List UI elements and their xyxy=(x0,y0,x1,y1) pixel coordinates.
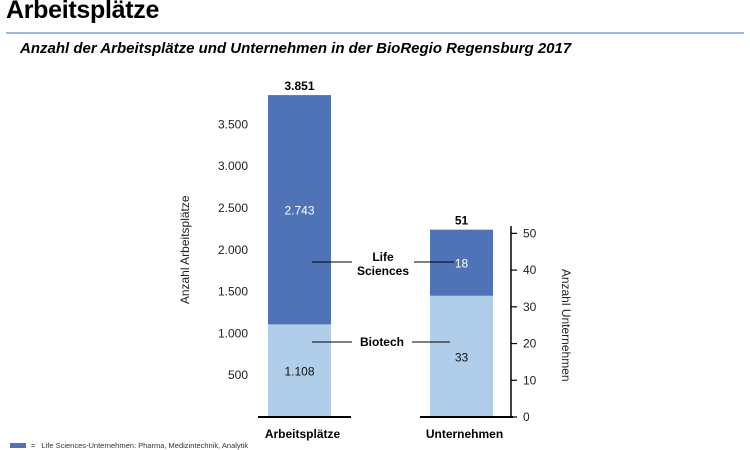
segment-value-label-biotech: 1.108 xyxy=(284,365,314,379)
legend-text: Life Sciences-Unternehmen: Pharma, Mediz… xyxy=(41,440,249,450)
bar-segment-life-sciences xyxy=(430,229,493,296)
heading-divider xyxy=(6,32,744,34)
left-axis-tick-label: 3.500 xyxy=(218,117,248,131)
right-axis-tick-label: 30 xyxy=(523,300,537,314)
left-axis-tick-label: 1.000 xyxy=(218,326,248,340)
series-label-life-sciences: Sciences xyxy=(357,264,409,278)
category-label: Unternehmen xyxy=(426,427,503,441)
left-axis-tick-label: 2.000 xyxy=(218,243,248,257)
bar-segment-life-sciences xyxy=(268,95,331,325)
left-axis-title: Anzahl Arbeitsplätze xyxy=(178,195,192,304)
right-axis-title: Anzahl Unternehmen xyxy=(559,269,573,382)
legend-marker: = xyxy=(31,440,36,450)
series-label-biotech: Biotech xyxy=(360,335,404,349)
left-axis-tick-label: 1.500 xyxy=(218,285,248,299)
segment-value-label-life-sciences: 18 xyxy=(455,257,469,271)
series-label-life-sciences: Life xyxy=(372,250,394,264)
left-axis-tick-label: 500 xyxy=(228,368,248,382)
right-axis-tick-label: 50 xyxy=(523,226,537,240)
right-axis-tick-label: 40 xyxy=(523,263,537,277)
category-label: Arbeitsplätze xyxy=(265,427,341,441)
legend: = Life Sciences-Unternehmen: Pharma, Med… xyxy=(10,440,248,450)
segment-value-label-biotech: 33 xyxy=(455,350,469,364)
bar-total-label: 51 xyxy=(455,214,469,228)
left-axis-tick-label: 2.500 xyxy=(218,201,248,215)
left-axis-tick-label: 3.000 xyxy=(218,159,248,173)
bar-segment-biotech xyxy=(268,324,331,417)
chart-title: Anzahl der Arbeitsplätze und Unternehmen… xyxy=(20,40,572,57)
bar-segment-biotech xyxy=(430,295,493,417)
right-axis-tick-label: 0 xyxy=(523,410,530,424)
page-heading: Arbeitsplätze xyxy=(6,0,160,24)
segment-value-label-life-sciences: 2.743 xyxy=(284,204,314,218)
right-axis-tick-label: 10 xyxy=(523,373,537,387)
legend-swatch xyxy=(10,442,26,448)
bar-total-label: 3.851 xyxy=(284,79,314,93)
right-axis-tick-label: 20 xyxy=(523,337,537,351)
